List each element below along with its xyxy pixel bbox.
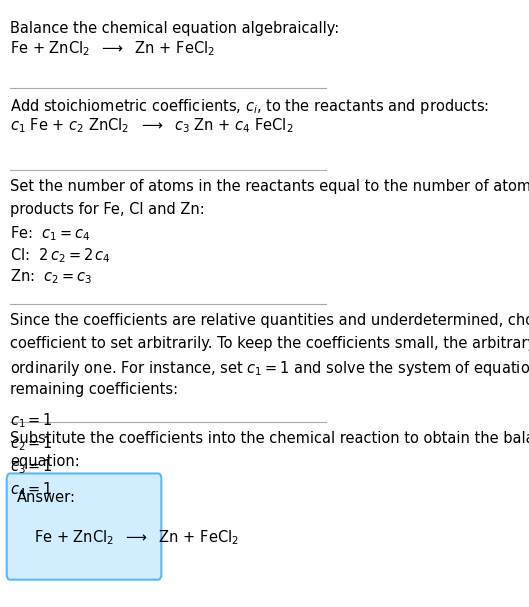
Text: Add stoichiometric coefficients, $c_i$, to the reactants and products:: Add stoichiometric coefficients, $c_i$, … <box>10 97 489 116</box>
Text: $c_2 = 1$: $c_2 = 1$ <box>10 434 53 453</box>
Text: Balance the chemical equation algebraically:: Balance the chemical equation algebraica… <box>10 21 339 36</box>
Text: remaining coefficients:: remaining coefficients: <box>10 382 178 397</box>
Text: $c_3 = 1$: $c_3 = 1$ <box>10 457 53 476</box>
Text: Fe:  $c_1 = c_4$: Fe: $c_1 = c_4$ <box>10 225 90 243</box>
Text: Answer:: Answer: <box>17 490 76 506</box>
Text: Since the coefficients are relative quantities and underdetermined, choose a: Since the coefficients are relative quan… <box>10 313 529 328</box>
Text: $c_1 = 1$: $c_1 = 1$ <box>10 411 53 430</box>
Text: Fe + ZnCl$_2$  $\longrightarrow$  Zn + FeCl$_2$: Fe + ZnCl$_2$ $\longrightarrow$ Zn + FeC… <box>10 39 215 58</box>
Text: $c_1$ Fe + $c_2$ ZnCl$_2$  $\longrightarrow$  $c_3$ Zn + $c_4$ FeCl$_2$: $c_1$ Fe + $c_2$ ZnCl$_2$ $\longrightarr… <box>10 117 294 135</box>
Text: Cl:  $2\,c_2 = 2\,c_4$: Cl: $2\,c_2 = 2\,c_4$ <box>10 246 111 265</box>
Text: equation:: equation: <box>10 454 80 469</box>
Text: $c_4 = 1$: $c_4 = 1$ <box>10 480 53 499</box>
Text: products for Fe, Cl and Zn:: products for Fe, Cl and Zn: <box>10 202 205 217</box>
Text: coefficient to set arbitrarily. To keep the coefficients small, the arbitrary va: coefficient to set arbitrarily. To keep … <box>10 336 529 351</box>
Text: Fe + ZnCl$_2$  $\longrightarrow$  Zn + FeCl$_2$: Fe + ZnCl$_2$ $\longrightarrow$ Zn + FeC… <box>34 529 239 548</box>
Text: Set the number of atoms in the reactants equal to the number of atoms in the: Set the number of atoms in the reactants… <box>10 179 529 194</box>
Text: Zn:  $c_2 = c_3$: Zn: $c_2 = c_3$ <box>10 267 92 286</box>
Text: Substitute the coefficients into the chemical reaction to obtain the balanced: Substitute the coefficients into the che… <box>10 431 529 446</box>
Text: ordinarily one. For instance, set $c_1 = 1$ and solve the system of equations fo: ordinarily one. For instance, set $c_1 =… <box>10 359 529 378</box>
FancyBboxPatch shape <box>7 473 161 580</box>
